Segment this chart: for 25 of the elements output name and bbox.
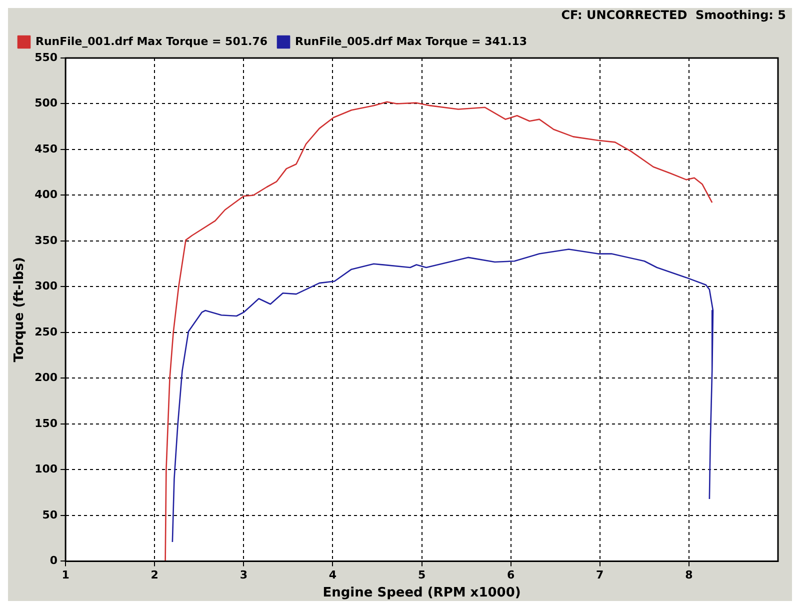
- x-tick-label: 2: [150, 568, 158, 582]
- y-tick-label: 350: [34, 234, 58, 247]
- legend-label: RunFile_005.drf Max Torque = 341.13: [295, 34, 528, 48]
- x-tick-label: 3: [240, 568, 248, 582]
- y-tick-label: 550: [34, 50, 58, 64]
- y-tick-label: 100: [34, 462, 58, 476]
- x-tick-label: 1: [62, 568, 70, 582]
- y-tick-label: 150: [34, 416, 58, 430]
- x-axis-title: Engine Speed (RPM x1000): [322, 586, 521, 601]
- y-tick-label: 400: [34, 188, 58, 202]
- x-tick-label: 4: [328, 568, 337, 582]
- y-tick-label: 450: [34, 142, 58, 156]
- y-tick-label: 200: [34, 371, 58, 384]
- x-tick-label: 8: [685, 568, 693, 582]
- x-tick-label: 6: [507, 568, 516, 582]
- y-tick-label: 50: [42, 508, 58, 522]
- y-tick-label: 300: [34, 280, 58, 293]
- x-tick-label: 5: [418, 568, 426, 582]
- y-tick-label: 500: [34, 96, 58, 110]
- legend-label: RunFile_001.drf Max Torque = 501.76: [36, 34, 268, 48]
- y-axis-title: Torque (ft-lbs): [12, 257, 28, 362]
- y-tick-label: 0: [50, 554, 58, 568]
- y-tick-label: 250: [34, 325, 58, 338]
- text: CF: UNCORRECTED Smoothing: 5: [561, 8, 786, 22]
- x-tick-label: 7: [596, 568, 604, 582]
